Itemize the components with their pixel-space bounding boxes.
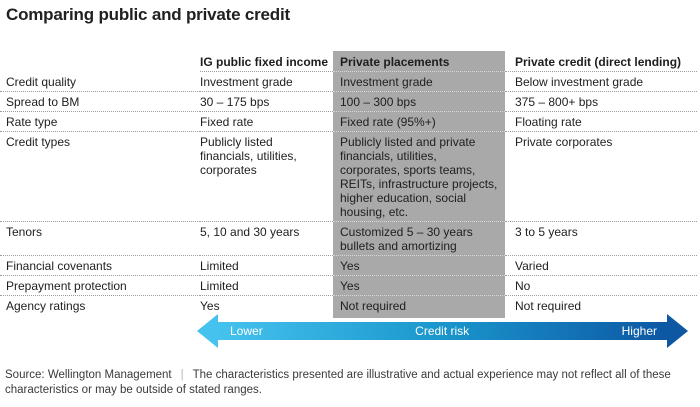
- table-row-rate-type: Rate type Fixed rate Fixed rate (95%+) F…: [0, 112, 697, 132]
- cell-private-credit: No: [505, 276, 697, 296]
- row-label: Credit quality: [0, 72, 200, 92]
- table-row-credit-quality: Credit quality Investment grade Investme…: [0, 72, 697, 92]
- table-row-financial-covenants: Financial covenants Limited Yes Varied: [0, 256, 697, 276]
- disclaimer-text: The characteristics presented are illust…: [5, 369, 671, 396]
- cell-ig-public: 5, 10 and 30 years: [200, 222, 333, 256]
- arrow-left-icon: [197, 314, 218, 348]
- row-label: Spread to BM: [0, 92, 200, 112]
- column-header-private-credit: Private credit (direct lending): [505, 51, 697, 72]
- column-header-blank: [0, 51, 200, 72]
- cell-private-credit: Varied: [505, 256, 697, 276]
- cell-ig-public: Investment grade: [200, 72, 333, 92]
- risk-label-lower: Lower: [230, 324, 263, 338]
- table-row-agency-ratings: Agency ratings Yes Not required Not requ…: [0, 296, 697, 318]
- row-label: Prepayment protection: [0, 276, 200, 296]
- cell-private-placements: Not required: [333, 296, 505, 318]
- cell-ig-public: Limited: [200, 276, 333, 296]
- cell-private-placements: Investment grade: [333, 72, 505, 92]
- arrow-right-icon: [667, 314, 688, 348]
- credit-risk-bar: Lower Credit risk Higher: [218, 322, 667, 340]
- risk-label-higher: Higher: [621, 324, 657, 338]
- cell-private-credit: Floating rate: [505, 112, 697, 132]
- cell-private-credit: Not required: [515, 299, 582, 313]
- source-text: Source: Wellington Management: [5, 369, 172, 381]
- row-label: Rate type: [0, 112, 200, 132]
- cell-ig-public: 30 – 175 bps: [200, 92, 333, 112]
- cell-private-placements: Yes: [333, 256, 505, 276]
- row-label: Tenors: [0, 222, 200, 256]
- cell-private-credit: 3 to 5 years: [505, 222, 697, 256]
- cell-private-credit: Below investment grade: [505, 72, 697, 92]
- row-label: Credit types: [0, 132, 200, 222]
- cell-ig-public: Publicly listed financials, utilities, c…: [200, 132, 333, 222]
- cell-private-placements: Publicly listed and private financials, …: [333, 132, 505, 222]
- cell-ig-public: Fixed rate: [200, 112, 333, 132]
- cell-private-placements: Yes: [333, 276, 505, 296]
- credit-risk-gradient-arrow: Lower Credit risk Higher: [197, 314, 688, 348]
- cell-private-placements: Customized 5 – 30 years bullets and amor…: [333, 222, 505, 256]
- cell-private-credit: Private corporates: [505, 132, 697, 222]
- row-label: Financial covenants: [0, 256, 200, 276]
- table-row-prepayment-protection: Prepayment protection Limited Yes No: [0, 276, 697, 296]
- table-row-tenors: Tenors 5, 10 and 30 years Customized 5 –…: [0, 222, 697, 256]
- source-note: Source: Wellington Management | The charac…: [5, 368, 692, 398]
- table-header-row: IG public fixed income Private placement…: [0, 51, 697, 72]
- cell-private-placements: 100 – 300 bps: [333, 92, 505, 112]
- table-row-credit-types: Credit types Publicly listed financials,…: [0, 132, 697, 222]
- row-label: Agency ratings: [6, 299, 86, 313]
- footer-separator: |: [180, 369, 184, 381]
- cell-private-credit: 375 – 800+ bps: [505, 92, 697, 112]
- risk-label-credit-risk: Credit risk: [415, 324, 470, 338]
- cell-ig-public: Yes: [200, 299, 220, 313]
- comparison-table: IG public fixed income Private placement…: [0, 51, 697, 318]
- table-row-spread-to-bm: Spread to BM 30 – 175 bps 100 – 300 bps …: [0, 92, 697, 112]
- page-title: Comparing public and private credit: [6, 5, 290, 24]
- column-header-private-placements: Private placements: [333, 51, 505, 72]
- cell-private-placements: Fixed rate (95%+): [333, 112, 505, 132]
- column-header-ig-public: IG public fixed income: [200, 51, 333, 72]
- cell-ig-public: Limited: [200, 256, 333, 276]
